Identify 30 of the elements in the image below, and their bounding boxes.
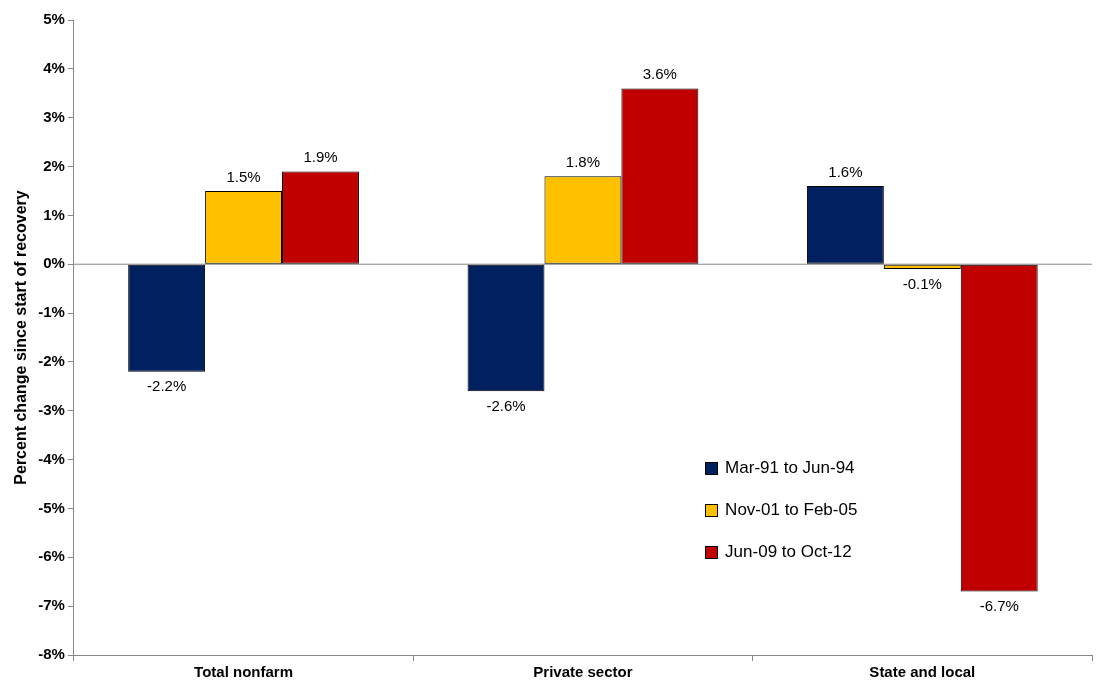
y-tick-label: 5% bbox=[43, 10, 65, 28]
y-tick-label: -2% bbox=[38, 352, 65, 370]
data-label: 1.5% bbox=[226, 167, 261, 185]
y-tick-label: -8% bbox=[38, 645, 65, 663]
y-tick-label: -1% bbox=[38, 303, 65, 321]
y-tick-label: -4% bbox=[38, 449, 65, 467]
data-label: -2.2% bbox=[147, 377, 187, 395]
data-label: -6.7% bbox=[979, 597, 1019, 615]
y-tick-label: -5% bbox=[38, 498, 65, 516]
y-axis-title: Percent change since start of recovery bbox=[12, 190, 30, 485]
data-label: 1.8% bbox=[565, 152, 601, 170]
legend-label: Mar-91 to Jun-94 bbox=[725, 458, 855, 479]
x-tick-label: State and local bbox=[869, 663, 976, 681]
y-tick-label: -6% bbox=[38, 547, 65, 565]
data-label: 1.6% bbox=[828, 162, 863, 180]
x-tick-label: Private sector bbox=[533, 663, 633, 681]
y-tick-label: -3% bbox=[38, 400, 65, 418]
y-tick-label: -7% bbox=[38, 596, 65, 614]
x-tick-label: Total nonfarm bbox=[194, 663, 294, 681]
data-label: -2.6% bbox=[486, 396, 526, 414]
y-tick-label: 3% bbox=[43, 107, 65, 125]
y-tick-label: 2% bbox=[43, 156, 65, 174]
data-label: 3.6% bbox=[642, 65, 677, 83]
y-tick-label: 0% bbox=[43, 254, 65, 272]
legend-label: Nov-01 to Feb-05 bbox=[725, 500, 858, 521]
y-tick-label: 4% bbox=[43, 58, 65, 76]
y-tick-label: 1% bbox=[43, 205, 65, 223]
legend-label: Jun-09 to Oct-12 bbox=[725, 542, 852, 563]
data-label: 1.9% bbox=[303, 148, 338, 166]
data-label: -0.1% bbox=[902, 274, 942, 292]
